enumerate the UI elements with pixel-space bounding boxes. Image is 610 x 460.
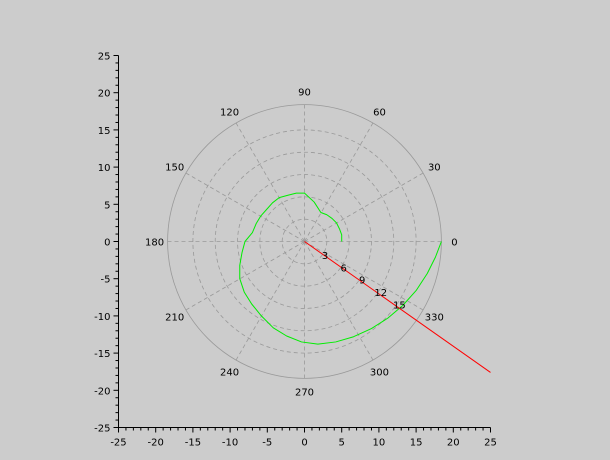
polar-grid-spoke xyxy=(185,172,305,242)
polar-angle-label: 90 xyxy=(298,88,311,99)
polar-radius-label: 12 xyxy=(374,288,387,299)
y-tick-label: -25 xyxy=(94,424,110,435)
spiral-series-line xyxy=(239,192,442,345)
x-tick-label: 25 xyxy=(484,438,497,449)
x-tick-label: -20 xyxy=(148,438,164,449)
x-tick-label: 15 xyxy=(410,438,423,449)
y-tick-label: -10 xyxy=(94,312,110,323)
y-tick-label: 20 xyxy=(98,89,111,100)
polar-angle-label: 330 xyxy=(425,312,444,323)
series-layer xyxy=(239,192,491,373)
x-tick-label: -10 xyxy=(222,438,238,449)
x-tick-label: -25 xyxy=(110,438,126,449)
polar-grid-circle xyxy=(214,151,395,332)
polar-angle-label: 240 xyxy=(220,367,239,378)
polar-grid-spoke xyxy=(304,122,374,242)
x-tick-label: -5 xyxy=(262,438,272,449)
polar-angle-label: 60 xyxy=(373,108,386,119)
polar-radius-label: 9 xyxy=(359,276,365,287)
labels-layer: 03060901201501802102402703003303691215-2… xyxy=(94,52,497,449)
y-tick-label: -20 xyxy=(94,386,110,397)
polar-radius-label: 6 xyxy=(340,263,346,274)
polar-grid-spoke xyxy=(304,172,424,242)
polar-angle-label: 0 xyxy=(451,238,457,249)
x-tick-label: -15 xyxy=(185,438,201,449)
polar-angle-label: 120 xyxy=(220,108,239,119)
y-tick-label: -15 xyxy=(94,349,110,360)
polar-grid-spoke xyxy=(304,241,374,361)
polar-angle-label: 300 xyxy=(370,367,389,378)
x-tick-label: 20 xyxy=(447,438,460,449)
axes xyxy=(113,55,491,433)
y-tick-label: -5 xyxy=(101,275,111,286)
polar-angle-label: 210 xyxy=(165,312,184,323)
y-tick-label: 25 xyxy=(98,52,111,63)
polar-grid-spoke xyxy=(235,122,305,242)
y-tick-label: 10 xyxy=(98,163,111,174)
polar-grid-spoke xyxy=(235,241,305,361)
polar-radius-label: 15 xyxy=(393,300,406,311)
x-tick-label: 5 xyxy=(339,438,345,449)
polar-grid-circle xyxy=(192,129,417,354)
polar-angle-label: 30 xyxy=(428,163,441,174)
x-tick-label: 0 xyxy=(301,438,307,449)
y-tick-label: 0 xyxy=(104,238,110,249)
red-series-line xyxy=(304,241,491,373)
polar-grid xyxy=(167,104,442,379)
polar-grid-spoke xyxy=(304,241,424,311)
x-tick-label: 10 xyxy=(373,438,386,449)
polar-radius-label: 3 xyxy=(322,251,328,262)
y-tick-label: 15 xyxy=(98,126,111,137)
polar-grid-spoke xyxy=(185,241,305,311)
polar-angle-label: 180 xyxy=(145,238,164,249)
polar-angle-label: 150 xyxy=(165,163,184,174)
polar-angle-label: 270 xyxy=(295,387,314,398)
y-tick-label: 5 xyxy=(104,200,110,211)
